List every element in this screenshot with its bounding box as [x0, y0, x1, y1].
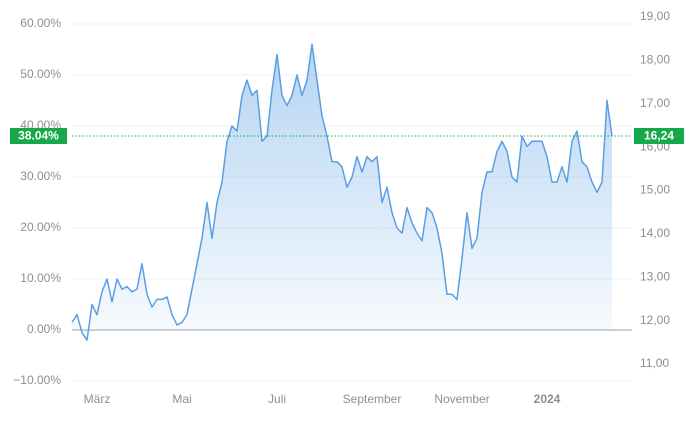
y-tick-label: −10.00% [13, 373, 61, 387]
y2-tick-label: 17,00 [640, 96, 670, 110]
last-value-label: 38.04% [18, 129, 59, 143]
last-price-label: 16,24 [644, 129, 674, 143]
x-tick-label: Mai [172, 392, 191, 406]
x-tick-label: März [84, 392, 111, 406]
y2-tick-label: 15,00 [640, 183, 670, 197]
line [71, 43, 613, 341]
y-tick-label: 60.00% [20, 16, 61, 30]
x-tick-label: Juli [268, 392, 286, 406]
y2-tick-label: 12,00 [640, 313, 670, 327]
y-tick-label: 30.00% [20, 169, 61, 183]
area [72, 44, 612, 341]
y-tick-label: 50.00% [20, 67, 61, 81]
y-tick-label: 0.00% [27, 322, 61, 336]
y-tick-label: 20.00% [20, 220, 61, 234]
last-value-badge [10, 127, 67, 144]
y2-tick-label: 14,00 [640, 226, 670, 240]
y-tick-label: 10.00% [20, 271, 61, 285]
x-tick-label: September [343, 392, 402, 406]
y2-tick-label: 13,00 [640, 269, 670, 283]
x-tick-label: 2024 [534, 392, 561, 406]
y2-tick-label: 19,00 [640, 9, 670, 23]
x-tick-label: November [434, 392, 489, 406]
y2-tick-label: 11,00 [640, 356, 669, 370]
y2-tick-label: 18,00 [640, 53, 670, 67]
last-price-badge [634, 127, 684, 144]
